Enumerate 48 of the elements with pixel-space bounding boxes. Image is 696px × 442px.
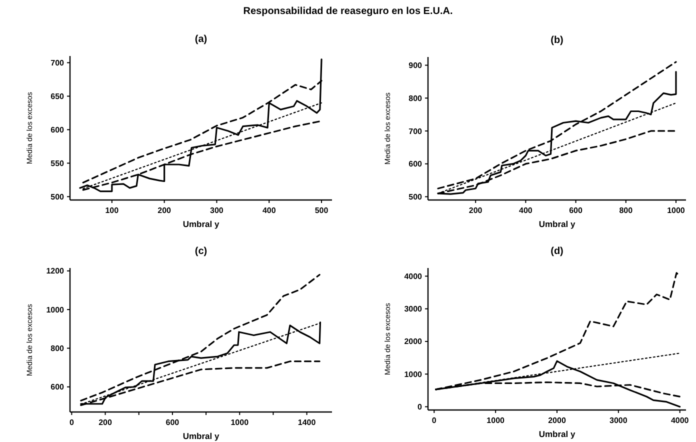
chart-title: (b) bbox=[550, 35, 564, 46]
y-tick-label: 600 bbox=[50, 382, 65, 392]
x-tick-label: 2000 bbox=[548, 416, 566, 425]
x-tick-label: 200 bbox=[98, 418, 112, 427]
x-axis-title: Umbral y bbox=[182, 431, 220, 441]
chart-title: (d) bbox=[550, 246, 564, 257]
y-tick-label: 700 bbox=[408, 126, 423, 136]
text: Responsabilidad de reaseguro en los E.U.A. bbox=[243, 6, 453, 17]
y-tick-label: 500 bbox=[408, 192, 423, 202]
y-tick-label: 3000 bbox=[404, 304, 423, 314]
x-axis-title: Umbral y bbox=[182, 219, 220, 229]
y-tick-label: 700 bbox=[50, 58, 65, 68]
y-tick-label: 0 bbox=[418, 402, 423, 412]
y-tick-label: 800 bbox=[50, 344, 65, 354]
x-tick-label: 0 bbox=[69, 418, 74, 427]
x-tick-label: 400 bbox=[262, 206, 276, 215]
y-tick-label: 600 bbox=[50, 125, 65, 134]
x-tick-label: 1000 bbox=[667, 206, 686, 215]
x-tick-label: 1000 bbox=[230, 418, 250, 427]
y-tick-label: 550 bbox=[50, 158, 65, 168]
y-tick-label: 2000 bbox=[404, 337, 423, 346]
x-tick-label: 1400 bbox=[298, 418, 316, 427]
chart-title: (a) bbox=[194, 34, 208, 45]
x-tick-label: 800 bbox=[619, 206, 634, 215]
x-tick-label: 0 bbox=[432, 416, 437, 425]
y-tick-label: 600 bbox=[408, 160, 423, 169]
y-tick-label: 900 bbox=[408, 61, 423, 70]
x-axis-title: Umbral y bbox=[538, 219, 576, 229]
x-tick-label: 400 bbox=[519, 206, 533, 215]
chart-title: (c) bbox=[194, 246, 208, 257]
x-tick-label: 600 bbox=[569, 206, 584, 215]
x-tick-label: 4000 bbox=[670, 416, 690, 425]
x-tick-label: 200 bbox=[158, 206, 172, 215]
x-tick-label: 500 bbox=[314, 206, 329, 215]
x-tick-label: 100 bbox=[105, 206, 120, 215]
x-tick-label: 200 bbox=[468, 206, 483, 215]
y-tick-label: 500 bbox=[50, 192, 65, 202]
y-tick-label: 4000 bbox=[404, 272, 423, 281]
x-tick-label: 1000 bbox=[486, 416, 506, 425]
y-tick-label: 1000 bbox=[46, 305, 65, 314]
x-tick-label: 600 bbox=[166, 418, 180, 427]
x-tick-label: 3000 bbox=[610, 416, 628, 425]
y-tick-label: 800 bbox=[408, 94, 423, 103]
x-tick-label: 300 bbox=[210, 206, 224, 215]
y-tick-label: 1200 bbox=[46, 266, 65, 276]
y-tick-label: 1000 bbox=[404, 370, 423, 379]
y-tick-label: 650 bbox=[50, 92, 65, 101]
x-axis-title: Umbral y bbox=[538, 429, 576, 439]
